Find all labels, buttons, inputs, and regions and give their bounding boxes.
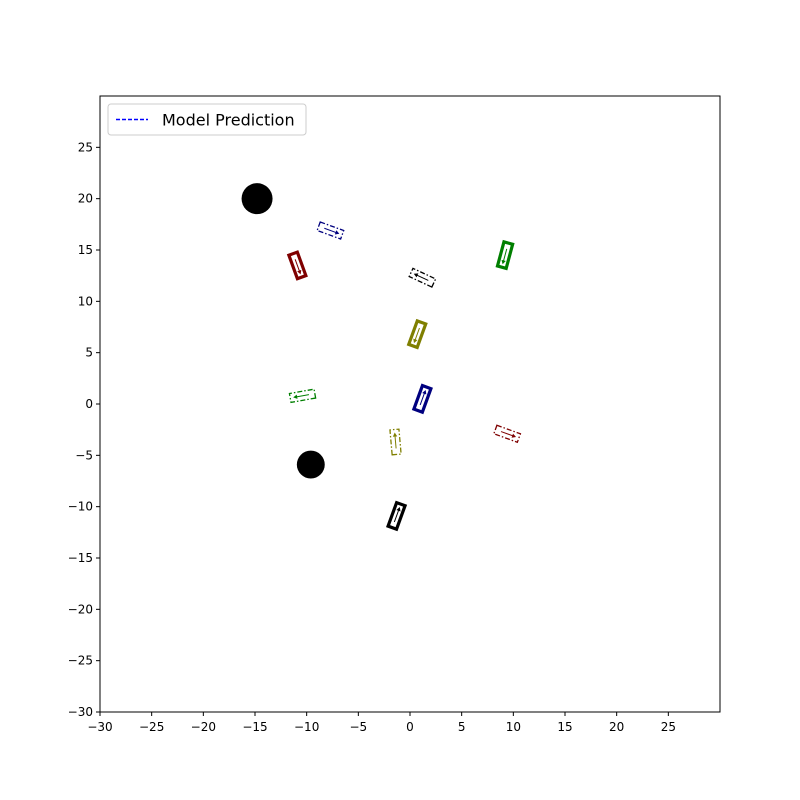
heading-arrow-icon [413,338,418,344]
y-tick-label: −30 [68,705,93,719]
x-tick-label: −5 [349,720,367,734]
vehicle-actual [411,383,433,415]
heading-line [500,431,515,437]
y-tick-label: 5 [85,346,93,360]
heading-arrow-icon [511,433,517,438]
heading-arrow-icon [293,394,298,399]
y-tick-label: −15 [68,551,93,565]
heading-arrow-icon [334,230,340,235]
heading-line [394,434,397,449]
vehicle-actual [286,250,308,281]
y-tick-label: −10 [68,500,93,514]
y-tick-label: 20 [78,192,93,206]
heading-line [393,508,400,523]
y-tick-label: 0 [85,397,93,411]
x-tick-label: 5 [458,720,466,734]
x-tick-label: 25 [661,720,676,734]
vehicle-predicted [389,428,402,456]
vehicle-actual [386,500,408,532]
obstacle-circle [296,450,325,479]
heading-line [324,227,338,234]
vehicle-body [389,428,402,456]
heading-line [294,259,301,273]
y-axis: −30 −25 −20 −15 −10 −5 0 5 10 15 20 25 [68,140,100,719]
heading-line [502,248,508,263]
heading-arrow-icon [422,389,427,395]
x-tick-label: 0 [406,720,414,734]
obstacle-circle [241,183,273,215]
y-tick-label: 25 [78,140,93,154]
heading-arrow-icon [392,432,398,437]
heading-arrow-icon [501,259,506,265]
vehicle-body [495,239,515,271]
legend-box [107,103,307,136]
vehicle-predicted [493,424,522,444]
plot-area [241,183,522,532]
x-tick-label: 10 [506,720,521,734]
heading-line [415,274,429,281]
heading-arrow-icon [396,506,401,512]
heading-arrow-icon [297,269,302,275]
vehicle-actual [495,239,515,271]
x-tick-label: −25 [139,720,164,734]
heading-arrow-icon [413,273,419,278]
y-tick-label: −20 [68,602,93,616]
vehicle-predicted [408,267,437,288]
vehicle-body [493,424,522,444]
x-tick-label: −15 [242,720,267,734]
y-tick-label: −25 [68,654,93,668]
vehicle-actual [406,318,428,350]
y-tick-label: −5 [75,448,93,462]
y-tick-label: 15 [78,243,93,257]
heading-line [414,327,420,342]
x-tick-label: 20 [609,720,624,734]
x-axis: −30 −25 −20 −15 −10 −5 0 5 10 15 20 25 [87,712,676,734]
vehicle-body [286,250,308,281]
vehicle-body [406,318,428,350]
legend: Model Prediction [107,103,307,136]
y-tick-label: 10 [78,294,93,308]
x-tick-label: −20 [191,720,216,734]
legend-label-model-prediction: Model Prediction [162,111,295,130]
heading-line [295,394,310,398]
vehicle-body [386,500,408,532]
heading-line [419,391,426,406]
x-tick-label: −10 [294,720,319,734]
vehicle-body [408,267,437,288]
x-tick-label: −30 [87,720,112,734]
x-tick-label: 15 [557,720,572,734]
vehicle-body [411,383,433,415]
